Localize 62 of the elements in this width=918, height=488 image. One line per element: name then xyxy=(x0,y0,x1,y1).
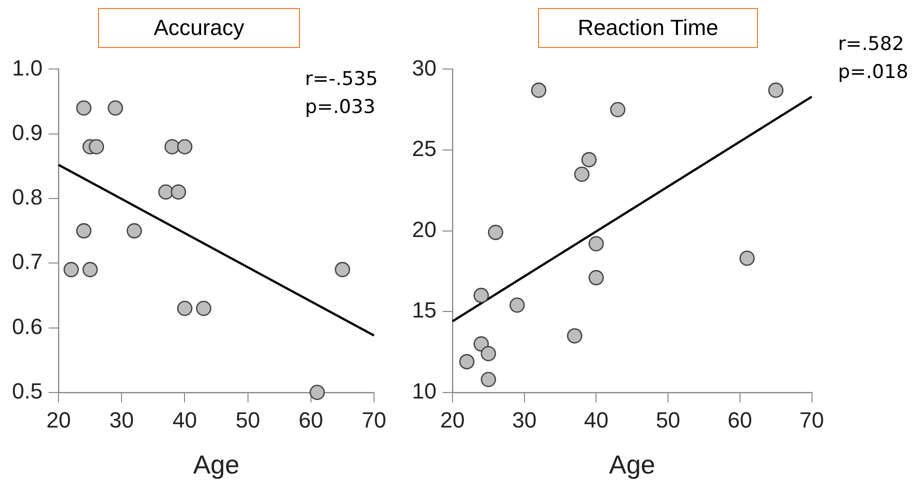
point xyxy=(480,372,496,388)
point xyxy=(739,250,755,266)
x-tick-label: 60 xyxy=(298,408,324,433)
y-tick-label: 0.6 xyxy=(12,314,43,339)
x-tick-label: 20 xyxy=(46,408,71,433)
point xyxy=(164,139,180,154)
point xyxy=(474,288,489,304)
point xyxy=(574,166,590,182)
point xyxy=(158,184,174,200)
point xyxy=(64,262,79,278)
y-tick-label: 15 xyxy=(412,298,436,323)
annotation: r=-.535 xyxy=(305,68,378,90)
x-tick-label: 50 xyxy=(236,408,260,433)
point xyxy=(126,223,142,238)
point xyxy=(488,224,504,240)
y-tick-label: 0.9 xyxy=(12,120,43,145)
point xyxy=(177,300,192,316)
point xyxy=(588,236,604,252)
x-tick-label: 20 xyxy=(440,408,465,433)
y-tick-label: 1.0 xyxy=(12,55,43,80)
point xyxy=(610,102,626,118)
x-tick-label: 40 xyxy=(172,408,197,433)
point xyxy=(88,139,104,154)
x-tick-label: 60 xyxy=(728,408,752,433)
x-tick-label: 40 xyxy=(584,408,608,433)
y-tick-label: 0.5 xyxy=(12,378,43,404)
chart-title: Reaction Time xyxy=(538,8,758,48)
x-axis-title: Age xyxy=(608,450,656,480)
y-tick-label: 0.7 xyxy=(12,249,43,274)
annotation: p=.033 xyxy=(305,96,376,118)
y-tick-label: 20 xyxy=(412,216,436,242)
point xyxy=(76,223,92,238)
y-tick-label: 0.8 xyxy=(12,184,43,210)
x-tick-label: 50 xyxy=(656,408,680,433)
x-tick-label: 30 xyxy=(109,408,134,433)
chart-title: Accuracy xyxy=(98,8,300,48)
y-tick-label: 10 xyxy=(412,378,436,404)
point xyxy=(474,336,489,352)
point xyxy=(509,297,525,313)
point xyxy=(768,82,784,98)
point xyxy=(531,82,546,98)
y-tick-label: 25 xyxy=(412,136,436,162)
point xyxy=(588,270,604,286)
x-tick-label: 30 xyxy=(512,408,537,433)
x-axis-title: Age xyxy=(193,450,240,480)
point xyxy=(177,139,192,154)
point xyxy=(82,262,98,278)
point xyxy=(581,152,597,168)
point xyxy=(480,346,496,362)
point xyxy=(196,300,212,316)
point xyxy=(334,262,350,278)
x-tick-label: 70 xyxy=(800,408,824,433)
point xyxy=(76,100,92,116)
point xyxy=(108,100,124,116)
text: p=.018 xyxy=(838,61,908,83)
x-tick-label: 70 xyxy=(362,408,386,433)
text: r=.582 xyxy=(838,33,904,55)
y-tick-label: 30 xyxy=(412,55,436,80)
point xyxy=(459,354,474,370)
point xyxy=(170,184,186,200)
point xyxy=(566,328,582,344)
point xyxy=(310,384,325,400)
